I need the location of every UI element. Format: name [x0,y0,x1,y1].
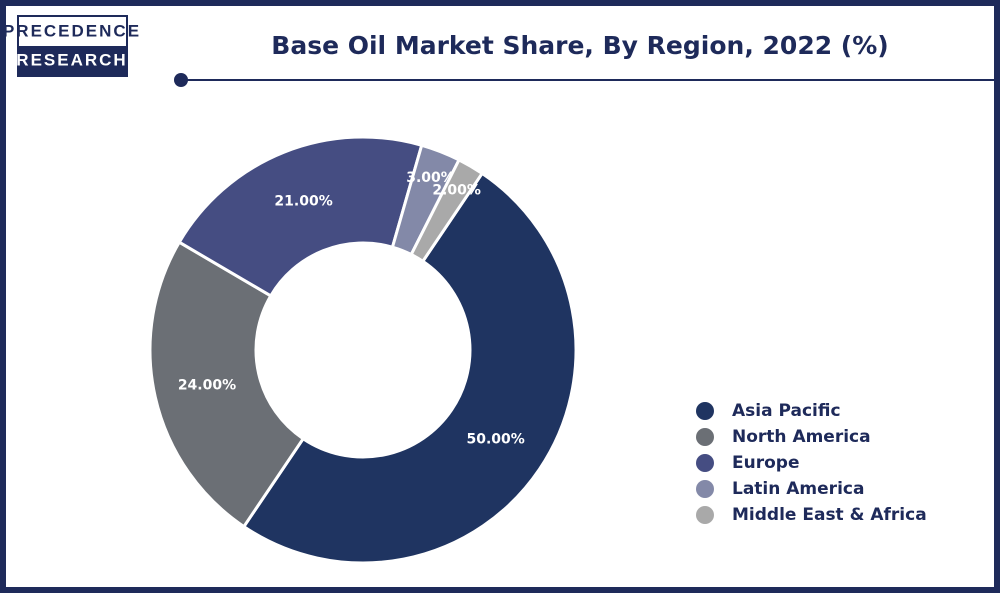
logo: PRECEDENCE RESEARCH [3,15,141,77]
slice-label: 2.00% [432,182,481,198]
legend-label: Europe [732,453,799,473]
chart-title: Base Oil Market Share, By Region, 2022 (… [271,31,888,60]
slice [148,240,306,529]
logo-text: RESEARCH [16,50,127,69]
legend-swatch [696,402,714,420]
slice-label: 50.00% [466,431,524,447]
slice-label: 3.00% [406,170,455,186]
slice [241,171,578,565]
legend-label: Asia Pacific [732,401,841,421]
legend-label: Latin America [732,479,864,499]
legend-swatch [696,506,714,524]
slice [409,157,485,264]
slice-label: 21.00% [274,193,332,209]
logo-text: PRECEDENCE [3,21,141,40]
logo-band [19,46,126,75]
legend-label: Middle East & Africa [732,505,927,525]
legend-swatch [696,454,714,472]
legend-label: North America [732,427,871,447]
slice [177,135,424,298]
legend-swatch [696,480,714,498]
slice-label: 24.00% [178,377,236,393]
legend-swatch [696,428,714,446]
